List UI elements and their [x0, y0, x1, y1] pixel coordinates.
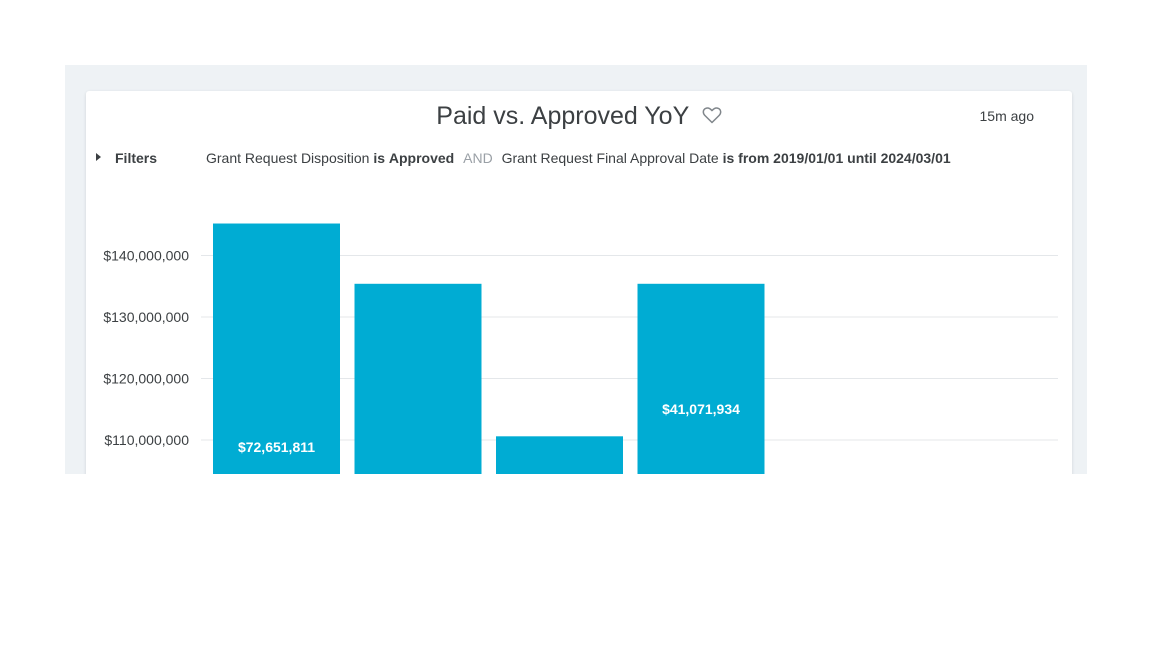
filter-operator: is from: [722, 150, 770, 166]
bar-data-label: $72,651,811: [238, 439, 315, 455]
y-tick-label: $130,000,000: [103, 309, 189, 325]
filter-joiner: AND: [463, 150, 493, 166]
bar: [496, 436, 623, 474]
chart-title: Paid vs. Approved YoY: [436, 102, 690, 130]
chart-card: Paid vs. Approved YoY 15m ago Filters Gr…: [86, 91, 1072, 474]
bar: [213, 223, 340, 474]
filter-value: Approved: [388, 150, 455, 166]
bar-data-label: $41,071,934: [662, 401, 740, 417]
filter-operator: is: [373, 150, 385, 166]
last-updated-timestamp: 15m ago: [979, 108, 1034, 124]
filter-value: 2024/03/01: [880, 150, 951, 166]
filters-label: Filters: [115, 150, 158, 166]
y-tick-label: $120,000,000: [103, 371, 189, 387]
bar: [354, 283, 482, 474]
filter-field: Grant Request Final Approval Date: [501, 150, 719, 166]
bar-chart: $110,000,000 $120,000,000 $130,000,000 $140…: [103, 223, 1058, 474]
y-tick-label: $110,000,000: [104, 432, 189, 448]
bar: [637, 283, 765, 474]
card-header: Paid vs. Approved YoY: [86, 99, 1072, 133]
caret-right-icon: [96, 153, 101, 161]
y-tick-label: $140,000,000: [103, 248, 189, 264]
filter-operator: until: [847, 150, 877, 166]
filters-toggle[interactable]: Filters: [94, 149, 174, 167]
filter-expression: Grant Request Disposition is Approved AN…: [206, 149, 951, 167]
filter-value: 2019/01/01: [773, 150, 844, 166]
heart-icon[interactable]: [702, 106, 722, 124]
dashboard-viewport: Paid vs. Approved YoY 15m ago Filters Gr…: [65, 65, 1087, 474]
filter-field: Grant Request Disposition: [206, 150, 370, 166]
